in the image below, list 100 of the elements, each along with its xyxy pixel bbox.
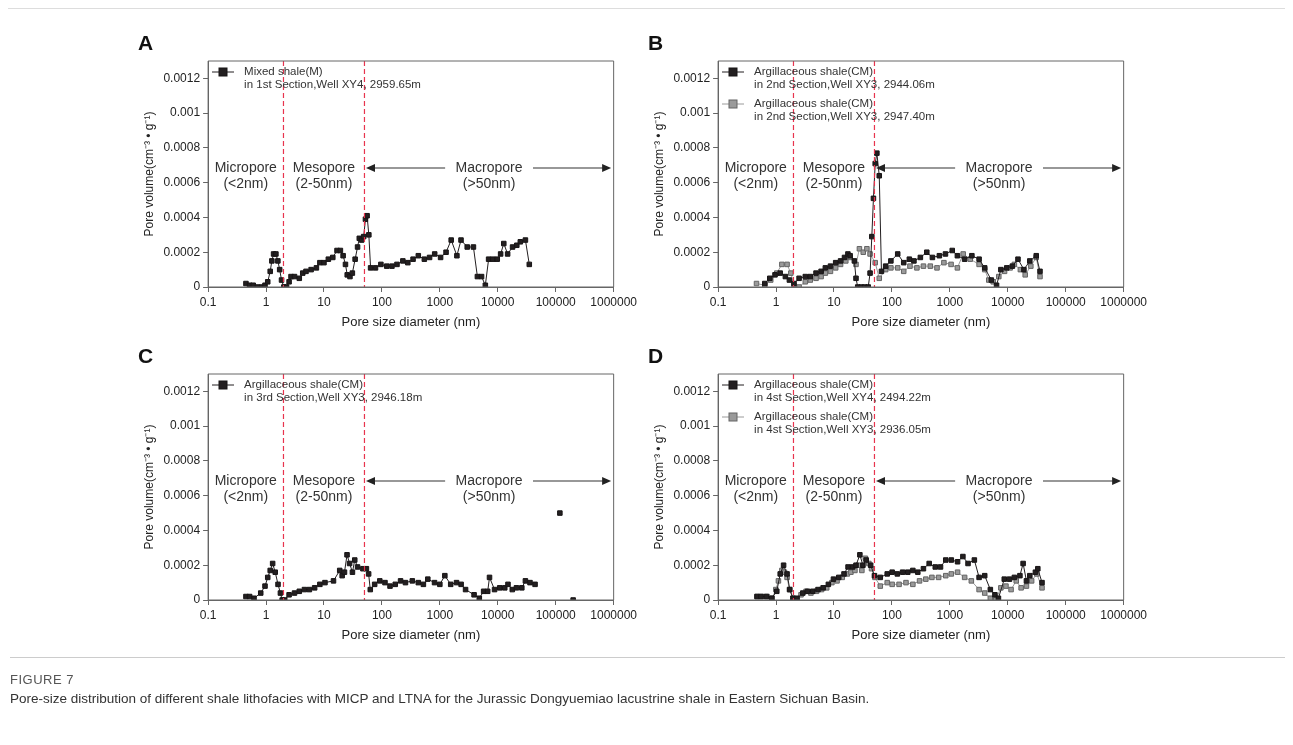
annotation: Mesopore — [292, 159, 356, 176]
y-tick-label: 0.0002 — [673, 557, 711, 572]
legend-label: Argillaceous shale(CM) in 4st Section,Well XY3, 2936.05m — [754, 410, 931, 436]
x-tick-label: 10000 — [481, 607, 515, 622]
x-tick-label: 0.1 — [199, 294, 217, 309]
annotation: Micropore — [724, 472, 788, 489]
x-tick-label: 1000000 — [590, 294, 638, 309]
y-tick-label: 0.0012 — [673, 383, 711, 398]
x-tick-label: 0.1 — [199, 607, 217, 622]
x-tick-label: 100 — [881, 607, 903, 622]
legend-label: Mixed shale(M) in 1st Section,Well XY4, 2959.65m — [244, 65, 421, 91]
x-tick-label: 100 — [371, 607, 393, 622]
annotation: (>50nm) — [972, 174, 1026, 191]
y-axis-title: Pore volume(cm⁻³ • g⁻¹) — [651, 424, 666, 550]
annotation: Micropore — [214, 472, 278, 489]
y-tick-label: 0 — [703, 279, 711, 294]
x-tick-label: 1000 — [426, 607, 454, 622]
text: Pore-size distribution of different shale lithofacies with MICP and LTNA for the Jurassic Dongyuemiao lacustrine shale in Eastern Sichuan Basin. — [10, 691, 871, 706]
y-tick-label: 0.0004 — [673, 209, 711, 224]
x-axis-title: Pore size diameter (nm) — [341, 626, 481, 642]
y-tick-label: 0.0006 — [673, 175, 711, 189]
y-axis-title: Pore volume(cm⁻³ • g⁻¹) — [141, 424, 156, 550]
x-tick-label: 1 — [262, 294, 270, 309]
x-tick-label: 1000000 — [1100, 294, 1148, 309]
annotation: Macropore — [455, 159, 523, 176]
annotation: Macropore — [455, 472, 523, 489]
y-tick-label: 0.0012 — [163, 383, 201, 398]
chart-title: D — [648, 344, 664, 368]
y-tick-label: 0.0006 — [163, 175, 201, 189]
x-axis-title: Pore size diameter (nm) — [851, 626, 991, 642]
chart-title: B — [648, 31, 664, 55]
y-tick-label: 0.001 — [170, 105, 201, 120]
annotation: (2-50nm) — [805, 487, 863, 504]
annotation: (<2nm) — [733, 487, 779, 504]
legend-label: Argillaceous shale(CM) in 3rd Section,Well XY3, 2946.18m — [244, 378, 423, 404]
x-tick-label: 10000 — [991, 294, 1025, 309]
annotation: (<2nm) — [733, 174, 779, 191]
x-tick-label: 10 — [317, 294, 331, 309]
y-tick-label: 0 — [193, 592, 201, 607]
x-axis-title: Pore size diameter (nm) — [851, 313, 991, 329]
y-tick-label: 0.0004 — [163, 522, 201, 537]
annotation: Mesopore — [802, 159, 866, 176]
annotation: Macropore — [965, 472, 1033, 489]
annotation: Macropore — [965, 159, 1033, 176]
y-tick-label: 0.0012 — [673, 70, 711, 85]
x-tick-label: 1 — [772, 607, 780, 622]
annotation: Micropore — [214, 159, 278, 176]
x-tick-label: 1 — [262, 607, 270, 622]
y-tick-label: 0.0006 — [163, 488, 201, 502]
y-tick-label: 0.0002 — [673, 244, 711, 259]
x-tick-label: 0.1 — [709, 607, 727, 622]
x-tick-label: 10000 — [991, 607, 1025, 622]
y-tick-label: 0.0008 — [163, 453, 201, 468]
y-axis-title: Pore volume(cm⁻³ • g⁻¹) — [651, 111, 666, 237]
x-tick-label: 100000 — [535, 607, 577, 622]
x-tick-label: 1000 — [936, 294, 964, 309]
annotation: (2-50nm) — [295, 487, 353, 504]
annotation: (<2nm) — [223, 487, 269, 504]
chart-title: C — [138, 344, 154, 368]
y-tick-label: 0.0002 — [163, 244, 201, 259]
x-tick-label: 10000 — [481, 294, 515, 309]
y-tick-label: 0.001 — [680, 418, 711, 433]
y-tick-label: 0.0004 — [673, 522, 711, 537]
y-tick-label: 0.001 — [680, 105, 711, 120]
x-tick-label: 1 — [772, 294, 780, 309]
legend-label: Argillaceous shale(CM) in 2nd Section,Well XY3, 2947.40m — [754, 97, 935, 123]
y-axis-title: Pore volume(cm⁻³ • g⁻¹) — [141, 111, 156, 237]
y-tick-label: 0.0008 — [673, 453, 711, 468]
annotation: (>50nm) — [462, 487, 516, 504]
y-tick-label: 0.001 — [170, 418, 201, 433]
x-tick-label: 10 — [317, 607, 331, 622]
x-tick-label: 0.1 — [709, 294, 727, 309]
y-tick-label: 0.0008 — [673, 140, 711, 155]
x-tick-label: 1000000 — [1100, 607, 1148, 622]
annotation: Mesopore — [292, 472, 356, 489]
y-tick-label: 0.0006 — [673, 488, 711, 502]
x-tick-label: 10 — [827, 294, 841, 309]
annotation: (>50nm) — [462, 174, 516, 191]
x-tick-label: 100000 — [535, 294, 577, 309]
x-tick-label: 100 — [881, 294, 903, 309]
y-tick-label: 0.0004 — [163, 209, 201, 224]
annotation: Micropore — [724, 159, 788, 176]
annotation: (<2nm) — [223, 174, 269, 191]
y-tick-label: 0.0012 — [163, 70, 201, 85]
x-tick-label: 1000 — [426, 294, 454, 309]
x-tick-label: 10 — [827, 607, 841, 622]
annotation: (>50nm) — [972, 487, 1026, 504]
legend-label: Argillaceous shale(CM) in 4st Section,Well XY4, 2494.22m — [754, 378, 931, 404]
x-tick-label: 100000 — [1045, 294, 1087, 309]
y-tick-label: 0 — [703, 592, 711, 607]
x-tick-label: 1000 — [936, 607, 964, 622]
x-tick-label: 100000 — [1045, 607, 1087, 622]
x-tick-label: 100 — [371, 294, 393, 309]
chart-title: A — [138, 31, 154, 55]
y-tick-label: 0.0008 — [163, 140, 201, 155]
text: FIGURE 7 — [10, 672, 75, 687]
y-tick-label: 0 — [193, 279, 201, 294]
annotation: Mesopore — [802, 472, 866, 489]
annotation: (2-50nm) — [805, 174, 863, 191]
y-tick-label: 0.0002 — [163, 557, 201, 572]
